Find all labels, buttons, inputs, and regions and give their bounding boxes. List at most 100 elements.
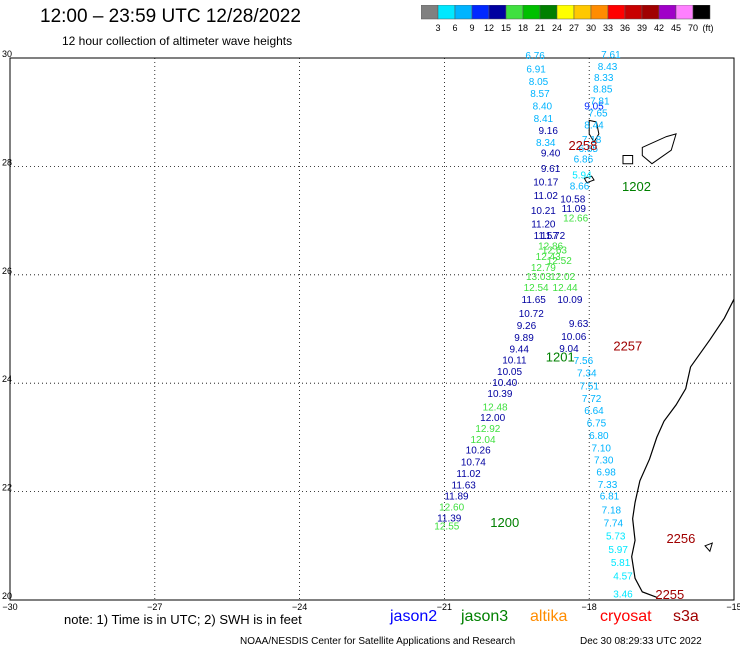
wave-height-label: 6.76 bbox=[525, 51, 545, 62]
wave-height-label: 11.02 bbox=[456, 469, 481, 480]
wave-height-label: 8.57 bbox=[530, 89, 550, 100]
wave-height-label: 6.80 bbox=[589, 431, 609, 442]
wave-height-label: 8.44 bbox=[584, 120, 604, 131]
wave-height-label: 11.39 bbox=[437, 513, 462, 524]
colorbar-tick-label: 24 bbox=[552, 23, 562, 33]
colorbar-tick-label: 70 bbox=[688, 23, 698, 33]
wave-height-label: 5.94 bbox=[572, 170, 592, 181]
wave-height-label: 7.30 bbox=[594, 455, 614, 466]
map-frame bbox=[9, 57, 735, 601]
wave-height-label: 7.81 bbox=[590, 97, 610, 108]
wave-height-label: 11.57 bbox=[534, 231, 559, 242]
wave-height-label: 9.05 bbox=[584, 101, 604, 112]
wave-height-label: 12.55 bbox=[434, 522, 459, 533]
wave-height-label: 8.43 bbox=[598, 62, 618, 73]
lat-tick-label: 30 bbox=[2, 49, 12, 59]
wave-height-label: 10.09 bbox=[557, 295, 582, 306]
lon-tick-label: −24 bbox=[292, 602, 307, 612]
island-outline bbox=[641, 133, 677, 165]
colorbar-tick-label: 33 bbox=[603, 23, 613, 33]
colorbar-unit: (ft) bbox=[703, 23, 714, 33]
generation-datestamp: Dec 30 08:29:33 UTC 2022 bbox=[580, 636, 702, 647]
wave-height-label: 12.52 bbox=[547, 256, 572, 267]
pass-time-label: 1202 bbox=[622, 179, 651, 194]
island-outline bbox=[588, 119, 600, 143]
colorbar-tick-label: 45 bbox=[671, 23, 681, 33]
colorbar-tick-label: 42 bbox=[654, 23, 664, 33]
island-outline bbox=[583, 175, 595, 184]
wave-height-colorbar: 3 6 9 12 15 18 21 24 27 30 33 36 39 42 45 70 (ft) bbox=[421, 5, 714, 33]
wave-height-label: 12.48 bbox=[483, 402, 508, 413]
wave-height-label: 11.20 bbox=[531, 220, 556, 231]
wave-height-label: 7.72 bbox=[582, 394, 602, 405]
wave-height-label: 12.02 bbox=[550, 272, 575, 283]
wave-height-label: 12.63 bbox=[542, 246, 567, 257]
wave-height-label: 9.16 bbox=[538, 126, 558, 137]
wave-height-label: 9.44 bbox=[509, 344, 529, 355]
wave-height-label: 8.41 bbox=[534, 114, 554, 125]
legend-s3a: s3a bbox=[673, 608, 699, 625]
wave-height-label: 7.10 bbox=[592, 443, 612, 454]
wave-height-label: 10.26 bbox=[466, 446, 491, 457]
colorbar-tick-label: 27 bbox=[569, 23, 579, 33]
wave-height-label: 7.74 bbox=[604, 518, 624, 529]
wave-height-label: 8.34 bbox=[536, 138, 556, 149]
wave-height-label: 12.54 bbox=[524, 283, 549, 294]
wave-height-label: 10.39 bbox=[487, 389, 512, 400]
colorbar-tick-label: 30 bbox=[586, 23, 596, 33]
map-title: 12:00 – 23:59 UTC 12/28/2022 bbox=[40, 6, 301, 27]
colorbar-tick-label: 6 bbox=[452, 23, 457, 33]
wave-height-label: 9.89 bbox=[514, 333, 534, 344]
wave-height-label: 9.26 bbox=[517, 321, 537, 332]
colorbar-tick-label: 39 bbox=[637, 23, 647, 33]
wave-height-label: 12.86 bbox=[538, 241, 563, 252]
wave-height-label: 12.00 bbox=[480, 413, 505, 424]
lon-tick-label: −30 bbox=[2, 602, 17, 612]
wave-height-label: 10.17 bbox=[533, 177, 558, 188]
lat-tick-label: 20 bbox=[2, 591, 12, 601]
wave-height-label: 10.21 bbox=[531, 206, 556, 217]
wave-height-label: 10.72 bbox=[519, 309, 544, 320]
colorbar-tick-label: 12 bbox=[484, 23, 494, 33]
wave-height-label: 11.72 bbox=[541, 231, 566, 242]
wave-height-label: 12.43 bbox=[536, 252, 561, 263]
island-outline bbox=[622, 155, 634, 165]
wave-height-label: 6.64 bbox=[584, 406, 604, 417]
wave-height-label: 8.40 bbox=[533, 101, 553, 112]
wave-height-label: 6.75 bbox=[587, 419, 607, 430]
pass-time-label: 2258 bbox=[568, 138, 597, 153]
lon-tick-label: −18 bbox=[582, 602, 597, 612]
pass-time-label: 2255 bbox=[655, 587, 684, 602]
wave-height-label: 12.04 bbox=[470, 435, 495, 446]
wave-height-label: 11.89 bbox=[444, 492, 469, 503]
footer-note: note: 1) Time is in UTC; 2) SWH is in fe… bbox=[64, 612, 302, 627]
wave-height-label: 11.02 bbox=[534, 191, 559, 202]
wave-height-label: 7.51 bbox=[579, 382, 599, 393]
lon-tick-label: −21 bbox=[437, 602, 452, 612]
colorbar-tick-label: 18 bbox=[518, 23, 528, 33]
wave-height-label: 11.09 bbox=[562, 204, 587, 215]
colorbar-tick-label: 3 bbox=[435, 23, 440, 33]
wave-height-label: 10.05 bbox=[497, 367, 522, 378]
wave-height-label: 11.65 bbox=[522, 295, 547, 306]
wave-height-label: 7.34 bbox=[577, 369, 597, 380]
wave-height-label: 9.61 bbox=[541, 164, 561, 175]
wave-height-label: 7.61 bbox=[601, 50, 621, 61]
wave-height-label: 5.81 bbox=[611, 558, 631, 569]
colorbar-tick-label: 21 bbox=[535, 23, 545, 33]
colorbar-swatch bbox=[692, 5, 711, 20]
wave-height-label: 9.40 bbox=[541, 149, 561, 160]
wave-height-label: 7.65 bbox=[588, 109, 608, 120]
wave-height-label: 6.85 bbox=[579, 144, 599, 155]
lon-tick-label: −15 bbox=[726, 602, 740, 612]
wave-height-label: 5.97 bbox=[608, 545, 628, 556]
legend-jason2: jason2 bbox=[390, 608, 438, 625]
wave-height-label: 7.18 bbox=[582, 135, 602, 146]
wave-height-label: 12.92 bbox=[475, 424, 500, 435]
legend-jason3: jason3 bbox=[461, 608, 509, 625]
lat-tick-label: 26 bbox=[2, 266, 12, 276]
wave-height-label: 13.03 bbox=[526, 272, 551, 283]
wave-height-label: 12.66 bbox=[563, 214, 588, 225]
wave-height-label: 5.73 bbox=[606, 531, 626, 542]
island-outline bbox=[704, 542, 714, 553]
